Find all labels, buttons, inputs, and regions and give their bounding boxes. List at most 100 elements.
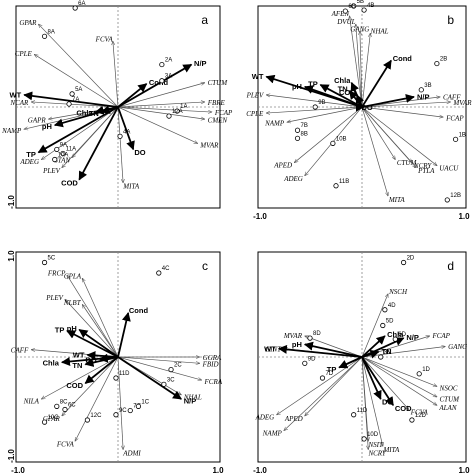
site-label: 6B (348, 4, 355, 10)
species-arrow (117, 83, 205, 108)
env-label: WT (264, 344, 276, 353)
env-arrow (361, 356, 394, 407)
site-label: 9C (119, 408, 127, 414)
species-label: FCVA (95, 35, 114, 43)
species-label: NAMP (262, 430, 283, 438)
x-tick-label-left: -1.0 (253, 466, 267, 475)
env-label: N/P (406, 333, 419, 342)
site-point (312, 104, 318, 110)
site-point (418, 87, 424, 93)
site-point (302, 360, 308, 366)
site-point (54, 403, 60, 409)
species-label: GANG (350, 25, 369, 33)
site-point (135, 403, 141, 409)
species-label: NCAR (9, 99, 29, 107)
panel-label: d (447, 259, 454, 273)
species-label: GPAR (43, 415, 61, 423)
species-label: CTUM (208, 79, 229, 87)
species-arrow (361, 106, 388, 196)
species-arrow (284, 356, 363, 431)
species-arrow (117, 106, 212, 112)
species-arrow (277, 356, 363, 415)
site-label: 6D (398, 332, 406, 338)
site-label: 10D (367, 432, 379, 438)
site-point (361, 436, 367, 442)
species-arrow (361, 356, 437, 386)
site-label: 5B (357, 0, 364, 5)
site-label: 12C (90, 413, 102, 419)
species-label: NCRY (367, 449, 386, 457)
species-arrow (67, 275, 119, 358)
species-label: FCVA (410, 409, 429, 417)
species-arrow (350, 16, 363, 108)
site-point (294, 135, 301, 141)
panel-label: c (202, 259, 208, 273)
species-label: CAFF (443, 94, 461, 102)
site-label: 4B (367, 3, 374, 9)
site-point (416, 371, 422, 377)
site-label: 7D (325, 371, 333, 377)
species-label: CAFF (11, 346, 29, 354)
env-arrow (78, 106, 119, 181)
species-label: NSOC (439, 384, 458, 392)
site-label: 5A (75, 87, 82, 93)
species-arrow (266, 95, 363, 108)
env-label: pH (67, 324, 77, 333)
site-label: 9D (308, 356, 316, 362)
env-label: pH (42, 122, 52, 131)
env-label: Cond (149, 78, 169, 87)
site-point (69, 91, 75, 97)
env-label: WT (252, 72, 264, 81)
site-label: 1D (422, 367, 430, 373)
env-label: DO (134, 148, 145, 157)
env-arrow (100, 105, 119, 114)
site-point (127, 407, 133, 414)
env-label: TN (338, 84, 348, 93)
species-arrow (113, 41, 119, 108)
env-label: N/P (417, 92, 430, 101)
site-label: 2C (174, 363, 182, 369)
species-label: PLEV (42, 167, 60, 175)
species-label: PLEV (45, 294, 63, 302)
species-label: APED (284, 415, 303, 423)
y-tick-label-bottom: -1.0 (7, 195, 16, 209)
site-label: 1C (141, 399, 149, 405)
species-label: NAMP (264, 120, 285, 128)
species-label: GAPR (28, 117, 47, 125)
site-point (174, 108, 180, 114)
env-label: Chla (334, 76, 351, 85)
env-arrow (277, 344, 363, 358)
species-arrow (62, 356, 119, 416)
species-label: CTUM (397, 159, 418, 167)
site-point (351, 3, 357, 9)
species-label: UACU (439, 164, 459, 172)
species-label: PTLA (417, 167, 435, 175)
species-arrow (75, 356, 119, 441)
species-label: FCVA (56, 441, 75, 449)
species-arrow (356, 24, 363, 108)
site-label: 4A (123, 129, 130, 135)
site-label: 8A (48, 29, 55, 35)
site-label: 9A (60, 142, 67, 148)
species-arrow (117, 356, 123, 449)
species-label: MITA (388, 196, 406, 204)
species-label: NHAL (370, 27, 389, 35)
x-tick-label-right: 1.0 (458, 212, 470, 221)
species-arrow (361, 106, 416, 168)
site-label: 10A (58, 153, 69, 159)
env-label: Chla (43, 359, 60, 368)
species-label: GANG (448, 343, 467, 351)
env-label: COD (61, 178, 78, 187)
species-label: ADEG (19, 158, 39, 166)
env-label: DO (85, 355, 96, 364)
site-point (113, 412, 119, 418)
species-label: PLEV (246, 92, 264, 100)
species-label: ADMI (122, 449, 141, 457)
site-point (361, 7, 367, 13)
site-point (41, 419, 48, 425)
env-label: TP (327, 365, 337, 374)
x-tick-label-left: -1.0 (253, 212, 267, 221)
species-label: NHAL (183, 393, 202, 401)
y-tick-label-bottom: -1.0 (7, 449, 16, 463)
site-point (166, 113, 172, 119)
